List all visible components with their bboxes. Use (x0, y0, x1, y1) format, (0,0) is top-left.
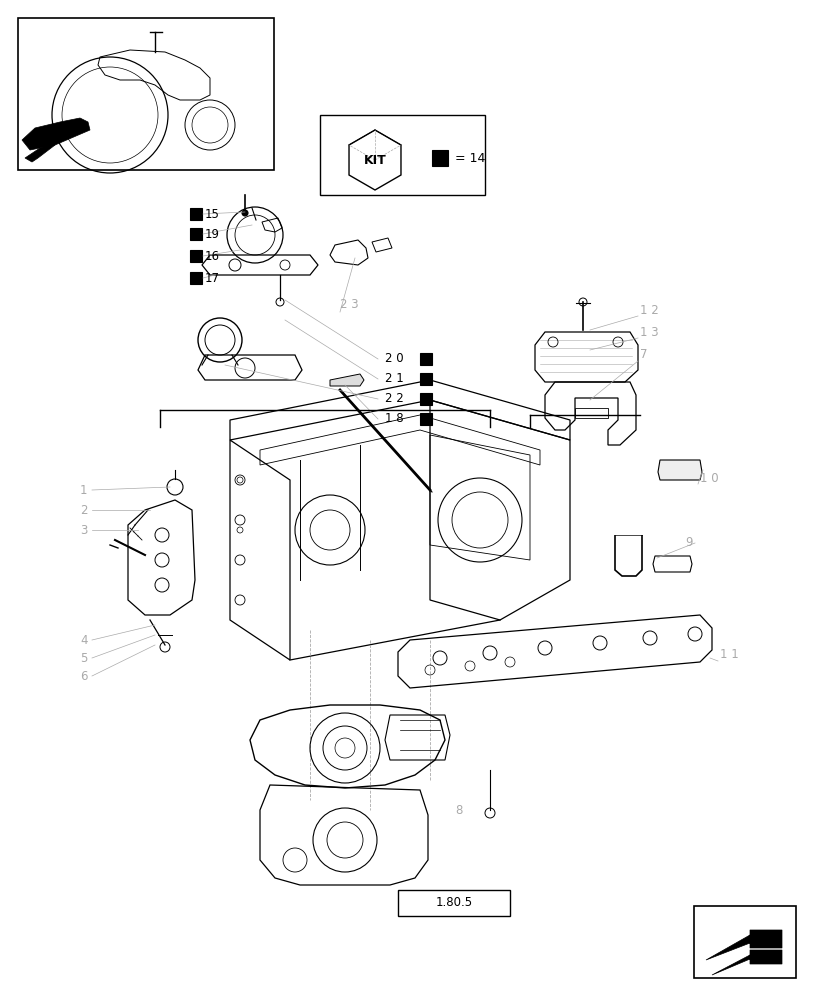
Text: 1 2: 1 2 (640, 304, 658, 316)
Bar (398, 890, 510, 916)
Bar (420, 413, 432, 425)
Bar (190, 228, 202, 240)
Text: 5: 5 (80, 652, 87, 664)
Polygon shape (330, 374, 364, 386)
Text: 2 2: 2 2 (385, 392, 404, 406)
Text: 8: 8 (455, 804, 462, 816)
Bar (190, 250, 202, 262)
Text: 1.80.5: 1.80.5 (435, 896, 472, 910)
Text: = 14: = 14 (455, 151, 485, 164)
Text: 6: 6 (80, 670, 87, 682)
Bar (320, 115, 485, 195)
Text: 2 0: 2 0 (385, 353, 404, 365)
Polygon shape (658, 460, 702, 480)
Bar (420, 373, 432, 385)
Text: 17: 17 (205, 271, 220, 284)
Text: 9: 9 (685, 536, 692, 550)
Text: KIT: KIT (363, 153, 386, 166)
Bar (694, 906, 796, 978)
Text: 1 3: 1 3 (640, 326, 658, 338)
Bar (190, 272, 202, 284)
Bar (420, 353, 432, 365)
Polygon shape (22, 118, 90, 150)
Bar (190, 208, 202, 220)
Text: 7: 7 (640, 349, 648, 361)
Text: 1: 1 (80, 484, 87, 496)
Text: 15: 15 (205, 208, 220, 221)
Bar (18, 18, 274, 170)
Polygon shape (25, 143, 55, 162)
Text: 2 3: 2 3 (340, 298, 358, 312)
Text: 4: 4 (80, 634, 87, 647)
Bar (420, 393, 432, 405)
Text: 2: 2 (80, 504, 87, 516)
Polygon shape (712, 950, 782, 975)
Bar (432, 150, 448, 166)
Text: 1 0: 1 0 (700, 472, 719, 485)
Circle shape (242, 210, 248, 216)
Text: 3: 3 (80, 524, 87, 536)
Text: 19: 19 (205, 228, 220, 240)
Text: 1 1: 1 1 (720, 648, 739, 662)
Text: 16: 16 (205, 249, 220, 262)
Text: 1 8: 1 8 (385, 412, 404, 426)
Polygon shape (706, 930, 782, 960)
Text: 2 1: 2 1 (385, 372, 404, 385)
